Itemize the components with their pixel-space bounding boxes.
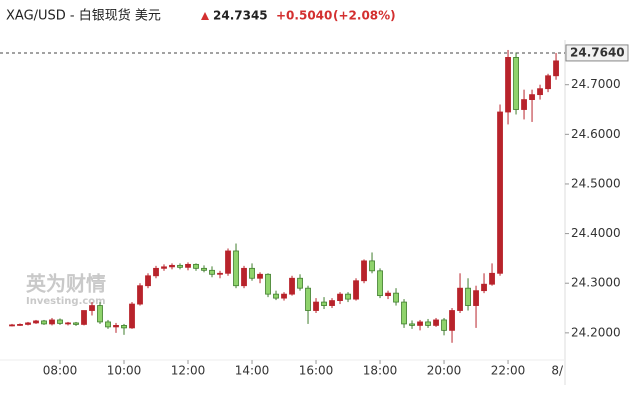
candle-body (201, 267, 207, 271)
y-tick-label: 24.6000 (571, 127, 621, 141)
candle-body (481, 283, 487, 292)
candle-body (25, 322, 31, 325)
candle-body (49, 319, 55, 325)
watermark: 英为财情 (26, 272, 106, 296)
candle-body (9, 324, 15, 327)
x-tick-label: 20:00 (427, 364, 462, 378)
y-tick-label: 24.5000 (571, 176, 621, 190)
candle-body (385, 292, 391, 297)
candle-body (441, 319, 447, 331)
candle-body (81, 310, 87, 325)
candle-body (409, 323, 415, 326)
candle-body (217, 272, 223, 275)
candle-body (193, 263, 199, 269)
candle-body (553, 60, 559, 77)
candle-body (209, 269, 215, 275)
candle-body (161, 266, 167, 269)
candle-body (401, 301, 407, 325)
x-tick-label: 22:00 (491, 364, 526, 378)
candle-body (281, 293, 287, 299)
candle-body (57, 319, 63, 324)
x-tick-label: 08:00 (43, 364, 78, 378)
candle-body (353, 280, 359, 300)
candle-body (265, 273, 271, 295)
change-percent: (+2.08%) (333, 9, 396, 23)
candle-body (329, 300, 335, 306)
candle-body (393, 292, 399, 303)
candle-body (185, 263, 191, 268)
chart-title: XAG/USD - 白银现货 美元 (6, 8, 161, 24)
y-tick-label: 24.3000 (571, 276, 621, 290)
candle-body (41, 320, 47, 325)
candle-body (313, 301, 319, 311)
candle-body (241, 267, 247, 287)
candle-body (417, 321, 423, 326)
candle-body (337, 293, 343, 301)
candle-body (345, 293, 351, 300)
candle-body (105, 321, 111, 328)
candle-body (153, 267, 159, 277)
x-tick-label: 16:00 (299, 364, 334, 378)
x-tick-label: 12:00 (171, 364, 206, 378)
candle-body (521, 99, 527, 110)
candle-body (513, 57, 519, 110)
candle-body (321, 301, 327, 306)
candle-body (545, 75, 551, 90)
y-tick-label: 24.4000 (571, 226, 621, 240)
up-arrow-icon (201, 12, 209, 20)
candle-body (377, 270, 383, 297)
candle-body (289, 277, 295, 295)
last-price-box (565, 44, 629, 62)
candle-body (129, 303, 135, 329)
candle-body (305, 287, 311, 311)
y-tick-label: 24.7000 (571, 77, 621, 91)
candle-body (529, 94, 535, 100)
candle-body (505, 57, 511, 113)
candle-body (473, 290, 479, 306)
candle-body (137, 285, 143, 305)
candle-body (297, 277, 303, 289)
candle-body (145, 275, 151, 287)
candle-body (121, 325, 127, 329)
x-tick-label: 18:00 (363, 364, 398, 378)
y-tick-label: 24.2000 (571, 325, 621, 339)
candle-body (449, 310, 455, 331)
change: +0.5040 (276, 9, 332, 23)
price: 24.7345 (213, 9, 268, 23)
x-tick-label: 14:00 (235, 364, 270, 378)
candle-body (169, 264, 175, 268)
last-price-label: 24.7640 (570, 45, 625, 59)
candle-body (233, 250, 239, 287)
candle-body (225, 250, 231, 274)
candle-body (497, 111, 503, 274)
watermark-sub: Investing.com (26, 296, 106, 307)
candle-body (433, 319, 439, 326)
candle-body (273, 293, 279, 299)
candle-body (257, 273, 263, 279)
candle-body (73, 322, 79, 325)
candle-body (89, 305, 95, 311)
candle-body (33, 320, 39, 324)
candle-body (97, 305, 103, 323)
candle-body (361, 260, 367, 282)
candle-body (537, 88, 543, 96)
x-tick-label: 8/ (551, 364, 564, 378)
candle-body (177, 264, 183, 268)
candle-body (457, 287, 463, 311)
candle-body (249, 267, 255, 279)
candle-body (113, 325, 119, 328)
candle-body (489, 272, 495, 285)
candle-body (369, 260, 375, 272)
header: XAG/USD - 白银现货 美元 24.7345 +0.5040 (+2.08… (6, 8, 396, 24)
candle-body (465, 287, 471, 306)
candle-body (65, 322, 71, 325)
candle-body (17, 324, 23, 326)
candle-body (425, 321, 431, 326)
x-tick-label: 10:00 (107, 364, 142, 378)
